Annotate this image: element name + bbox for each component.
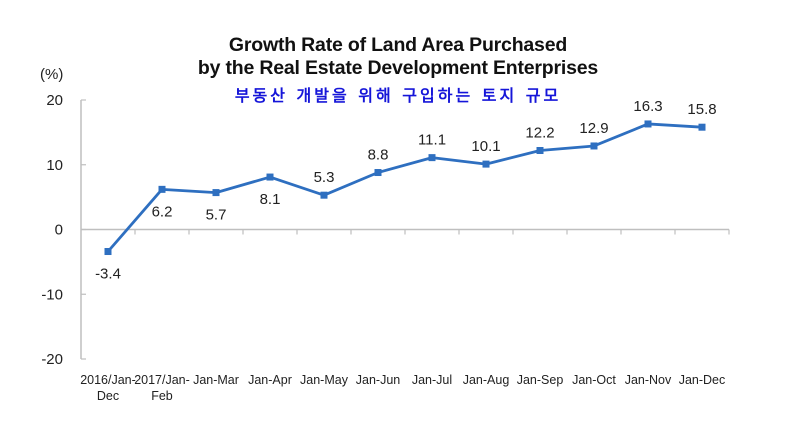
data-point-marker: [158, 185, 166, 193]
x-tick-label: Jan-Aug: [463, 373, 510, 387]
data-labels: -3.4 6.2 5.7 8.1 5.3 8.8 11.1 10.1 12.2 12.9 16.3 1…: [95, 98, 717, 283]
x-tick-label: Jan-Apr: [248, 373, 292, 387]
x-tick-label: 2017/Jan-: [134, 373, 190, 387]
x-tick-label: Jan-Dec: [679, 373, 726, 387]
data-point-marker: [698, 123, 706, 131]
data-label: 16.3: [633, 98, 662, 115]
data-label: 8.8: [368, 147, 389, 164]
chart-subtitle-korean: 부동산 개발을 위해 구입하는 토지 규모: [234, 86, 562, 105]
y-axis-unit-label: (%): [40, 66, 64, 83]
y-tick-label: -20: [41, 351, 63, 368]
x-tick-label: Feb: [151, 389, 173, 403]
data-point-marker: [266, 173, 274, 181]
data-point-marker: [590, 142, 598, 150]
data-label: -3.4: [95, 266, 121, 283]
data-point-marker: [644, 120, 652, 128]
data-label: 8.1: [260, 191, 281, 208]
data-label: 11.1: [418, 132, 446, 149]
data-label: 10.1: [471, 138, 500, 155]
x-tick-labels: 2016/Jan- Dec 2017/Jan- Feb Jan-Mar Jan-Apr Ja…: [80, 373, 725, 403]
axes: [80, 99, 730, 360]
y-tick-label: 0: [55, 222, 63, 239]
data-point-marker: [212, 189, 220, 197]
x-tick-label: Jan-Sep: [517, 373, 564, 387]
x-tick-label: Jan-Mar: [193, 373, 239, 387]
data-label: 12.9: [579, 120, 608, 137]
data-label: 15.8: [687, 101, 716, 118]
data-point-marker: [536, 147, 544, 155]
data-label: 5.3: [314, 169, 335, 186]
data-point-marker: [482, 160, 490, 168]
series-growth-rate: [104, 120, 706, 256]
data-label: 5.7: [206, 207, 227, 224]
data-label: 12.2: [525, 125, 554, 142]
x-tick-label: Jan-Jul: [412, 373, 452, 387]
y-tick-label: -10: [41, 286, 63, 303]
chart-title-line-1: Growth Rate of Land Area Purchased: [228, 34, 568, 56]
x-tick-label: Jan-Jun: [356, 373, 401, 387]
x-tick-label: Jan-Oct: [572, 373, 616, 387]
x-tick-label: Jan-May: [300, 373, 349, 387]
y-tick-labels: 20 10 0 -10 -20: [41, 92, 63, 368]
chart-title-line-2: by the Real Estate Development Enterpris…: [197, 57, 599, 79]
data-label: 6.2: [152, 203, 173, 220]
data-point-marker: [428, 154, 436, 162]
data-point-marker: [374, 169, 382, 177]
y-tick-label: 10: [46, 157, 63, 174]
data-point-marker: [320, 191, 328, 199]
x-tick-label: Dec: [97, 389, 119, 403]
series-line: [106, 122, 703, 253]
data-point-marker: [104, 248, 112, 256]
x-tick-label: Jan-Nov: [625, 373, 672, 387]
y-tick-label: 20: [46, 92, 63, 109]
x-tick-label: 2016/Jan-: [80, 373, 136, 387]
